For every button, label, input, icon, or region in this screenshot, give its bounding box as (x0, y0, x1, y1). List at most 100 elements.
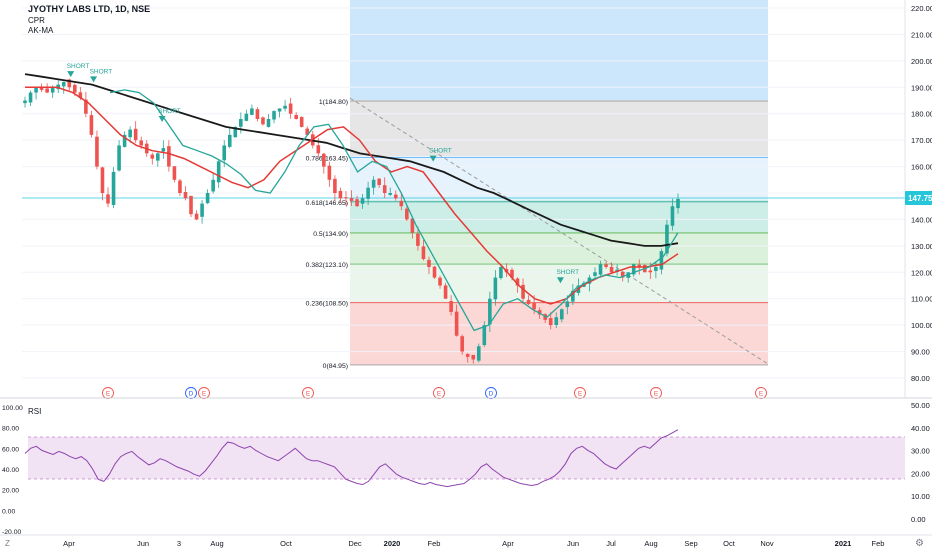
price-tick-label: 200.00 (911, 57, 932, 66)
price-tick-label: 190.00 (911, 83, 932, 92)
candle-body (299, 116, 304, 127)
candle-body (637, 264, 642, 267)
short-signal-marker (556, 277, 564, 284)
event-marker-label: E (578, 391, 583, 398)
fib-zone-top (350, 0, 768, 100)
time-tick-label: Feb (428, 539, 441, 548)
candle-body (133, 128, 138, 141)
candle-body (261, 117, 265, 125)
candle-body (482, 325, 487, 346)
rsi-right-tick: 50.00 (911, 401, 930, 410)
last-price-label: 147.75 (908, 194, 932, 203)
candle-body (84, 99, 88, 114)
candle-body (493, 277, 498, 300)
candle-body (571, 290, 575, 302)
candle-body (488, 298, 492, 325)
candle-body (537, 310, 542, 315)
short-signal-label: SHORT (67, 63, 90, 70)
fib-zone-1 (350, 100, 768, 156)
rsi-left-tick: 80.00 (2, 426, 19, 433)
rsi-right-tick: 20.00 (911, 469, 930, 478)
time-tick-label: Jun (567, 539, 579, 548)
candle-body (189, 195, 193, 215)
candle-body (510, 269, 514, 278)
time-tick-label: Apr (502, 539, 514, 548)
candle-body (56, 84, 61, 90)
candle-body (593, 272, 597, 276)
last-price-badge: 147.75 (905, 191, 932, 205)
fibonacci-retracement[interactable] (350, 0, 768, 365)
candle-body (161, 148, 166, 152)
candle-body (178, 180, 182, 193)
time-tick-label: Aug (644, 539, 657, 548)
candle-body (399, 200, 404, 207)
price-tick-label: 170.00 (911, 136, 932, 145)
rsi-left-tick: 0.00 (2, 508, 15, 515)
time-axis[interactable]: Apr Jun 3 Aug Oct Dec 2020 Feb Apr Jun Jul Aug Sep Oc… (63, 539, 884, 548)
rsi-pane[interactable]: RSI (24, 407, 905, 488)
settings-gear-icon[interactable]: ⚙ (915, 538, 924, 549)
candle-body (438, 277, 442, 286)
fib-level-label: 0.5(134.90) (313, 231, 348, 238)
candle-body (349, 198, 354, 201)
short-signal-label: SHORT (429, 148, 452, 155)
candle-body (39, 86, 44, 90)
candle-body (227, 134, 232, 147)
time-tick-label: Nov (760, 539, 774, 548)
candle-body (676, 198, 680, 209)
zoom-reset-icon[interactable]: Z (5, 539, 10, 548)
time-tick-label: Dec (348, 539, 362, 548)
candle-body (377, 178, 381, 186)
time-tick-label: Apr (63, 539, 75, 548)
rsi-left-tick: -20.00 (2, 529, 21, 536)
candle-body (205, 193, 210, 204)
candle-body (465, 354, 470, 357)
candle-body (111, 171, 116, 205)
short-signal-label: SHORT (556, 269, 579, 276)
candle-body (50, 87, 55, 93)
price-tick-label: 130.00 (911, 242, 932, 251)
rsi-right-tick: 40.00 (911, 424, 930, 433)
fib-level-label: 0.382(123.10) (306, 262, 348, 269)
candle-body (316, 145, 321, 154)
candle-body (604, 264, 608, 267)
candle-body (416, 233, 420, 246)
trendline[interactable] (349, 97, 769, 365)
candle-body (322, 153, 326, 167)
candle-body (338, 190, 343, 199)
candle-body (476, 346, 481, 361)
candle-body (454, 311, 459, 336)
candle-body (388, 193, 393, 195)
candle-body (598, 264, 603, 275)
candle-body (288, 103, 293, 114)
candle-body (172, 166, 177, 180)
candle-body (333, 178, 337, 193)
time-tick-label: Jun (137, 539, 149, 548)
candle-body (183, 192, 188, 199)
candle-body (305, 128, 310, 135)
candle-body (665, 224, 669, 254)
event-marker-label: E (106, 391, 111, 398)
candle-body (34, 87, 38, 93)
candle-body (355, 199, 359, 207)
candle-body (427, 259, 431, 267)
candle-body (382, 185, 387, 193)
candle-body (216, 161, 221, 183)
candle-body (211, 179, 215, 192)
short-signal-marker (67, 71, 75, 78)
fib-level-label: 0.786(163.45) (306, 155, 348, 162)
rsi-left-tick: 100.00 (2, 405, 23, 412)
time-tick-label: 3 (177, 539, 181, 548)
price-axis[interactable]: 220.00 210.00 200.00 190.00 180.00 170.00 160.… (904, 0, 932, 398)
candle-body (366, 187, 370, 199)
candle-body (194, 213, 199, 220)
rsi-left-axis: 100.00 80.00 60.00 40.00 20.00 0.00 -20.00 (2, 405, 23, 536)
fib-level-label: 0.618(146.65) (306, 200, 348, 207)
candle-body (371, 179, 376, 188)
fib-level-label: 0(84.95) (323, 363, 348, 370)
rsi-line (24, 429, 679, 488)
fib-level-label: 0.236(108.50) (306, 301, 348, 308)
candle-body (277, 108, 282, 112)
time-tick-label: 2021 (835, 539, 852, 548)
